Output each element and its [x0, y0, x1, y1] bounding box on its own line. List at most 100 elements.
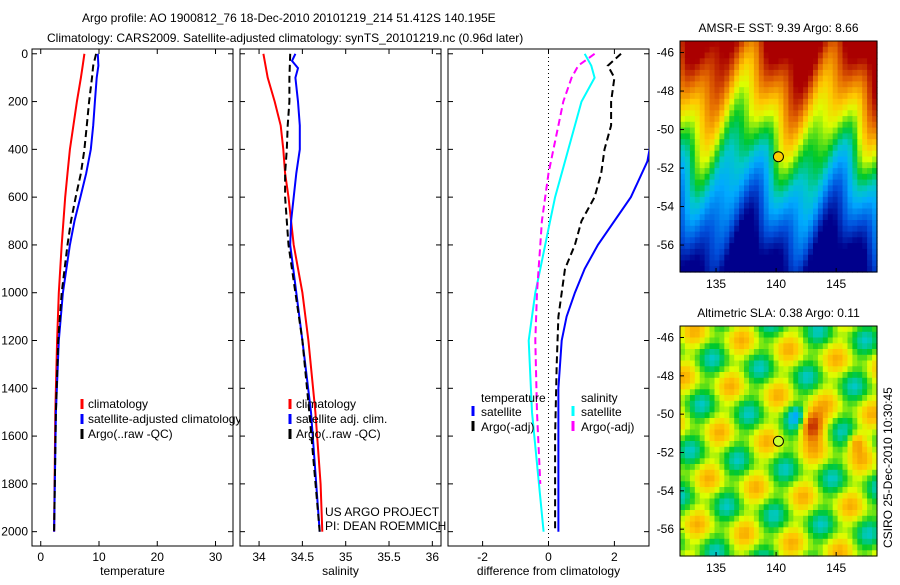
heatmap-cell [768, 243, 775, 250]
heatmap-cell [867, 412, 873, 419]
heatmap-cell [749, 510, 755, 517]
heatmap-cell [714, 93, 720, 100]
heatmap-cell [758, 225, 765, 233]
heatmap-cell [872, 266, 878, 273]
heatmap-cell [793, 446, 799, 454]
heatmap-cell [768, 475, 775, 482]
heatmap-cell [867, 487, 873, 494]
heatmap-cell [729, 383, 735, 390]
heatmap-cell [753, 179, 760, 186]
heatmap-cell [684, 475, 691, 482]
heatmap-cell [817, 360, 824, 367]
heatmap-cell [724, 406, 730, 413]
heatmap-cell [783, 64, 789, 71]
heatmap-cell [768, 202, 775, 210]
heatmap-cell [817, 162, 824, 169]
heatmap-cell [714, 266, 720, 273]
heatmap-cell [724, 326, 730, 333]
heatmap-cell [763, 337, 770, 344]
heatmap-cell [867, 389, 873, 396]
heatmap-cell [694, 41, 701, 48]
heatmap-cell [817, 423, 824, 431]
heatmap-cell [817, 173, 824, 181]
heatmap-cell [758, 395, 765, 402]
heatmap-cell [783, 173, 789, 181]
heatmap-cell [847, 366, 853, 373]
heatmap-cell [749, 254, 755, 262]
heatmap-cell [734, 266, 740, 273]
heatmap-cell [768, 441, 775, 448]
heatmap-cell [768, 260, 775, 267]
heatmap-cell [768, 492, 775, 500]
heatmap-cell [817, 464, 824, 471]
heatmap-cell [852, 81, 858, 88]
heatmap-cell [694, 492, 701, 500]
heatmap-cell [763, 87, 770, 94]
heatmap-cell [749, 360, 755, 367]
heatmap-cell [808, 544, 814, 551]
heatmap-cell [734, 173, 740, 181]
heatmap-cell [862, 343, 868, 350]
heatmap-cell [847, 231, 853, 238]
heatmap-cell [689, 475, 696, 482]
heatmap-cell [763, 395, 770, 402]
heatmap-cell [758, 248, 765, 256]
heatmap-cell [817, 498, 824, 505]
heatmap-cell [768, 52, 775, 59]
heatmap-cell [763, 464, 770, 471]
heatmap-cell [758, 504, 765, 511]
heatmap-cell [837, 366, 844, 373]
heatmap-cell [788, 446, 794, 454]
heatmap-cell [744, 504, 750, 511]
heatmap-cell [852, 52, 858, 59]
heatmap-cell [842, 458, 848, 465]
heatmap-cell [808, 446, 814, 454]
heatmap-cell [817, 139, 824, 146]
heatmap-cell [862, 46, 868, 54]
heatmap-cell [808, 41, 814, 48]
heatmap-cell [763, 64, 770, 71]
heatmap-cell [857, 360, 863, 367]
heatmap-cell [813, 69, 819, 77]
heatmap-cell [699, 121, 706, 129]
heatmap-cell [749, 191, 755, 198]
heatmap-cell [704, 452, 711, 459]
heatmap-cell [768, 133, 775, 140]
heatmap-cell [699, 550, 706, 557]
heatmap-cell [842, 343, 848, 350]
heatmap-cell [822, 58, 829, 65]
heatmap-cell [857, 469, 863, 477]
heatmap-cell [729, 395, 735, 402]
heatmap-cell [803, 162, 809, 169]
heatmap-cell [857, 248, 863, 256]
heatmap-cell [793, 58, 799, 65]
heatmap-cell [749, 366, 755, 373]
heatmap-cell [862, 354, 868, 362]
heatmap-cell [763, 121, 770, 129]
heatmap-cell [832, 475, 839, 482]
heatmap-cell [749, 139, 755, 146]
heatmap-cell [783, 52, 789, 59]
heatmap-cell [862, 458, 868, 465]
heatmap-cell [768, 389, 775, 396]
heatmap-cell [719, 266, 725, 273]
heatmap-cell [699, 452, 706, 459]
heatmap-cell [862, 110, 868, 117]
heatmap-cell [739, 41, 745, 48]
heatmap-cell [872, 173, 878, 181]
heatmap-cell [744, 58, 750, 65]
heatmap-cell [778, 87, 784, 94]
heatmap-cell [832, 452, 839, 459]
heatmap-cell [847, 527, 853, 534]
heatmap-cell [709, 441, 715, 448]
heatmap-cell [734, 377, 740, 385]
heatmap-cell [832, 527, 839, 534]
heatmap-cell [734, 127, 740, 134]
heatmap-cell [837, 162, 844, 169]
heatmap-cell [793, 515, 799, 523]
heatmap-cell [808, 343, 814, 350]
heatmap-cell [709, 214, 715, 221]
heatmap-cell [689, 104, 696, 111]
heatmap-cell [842, 515, 848, 523]
heatmap-cell [778, 93, 784, 100]
